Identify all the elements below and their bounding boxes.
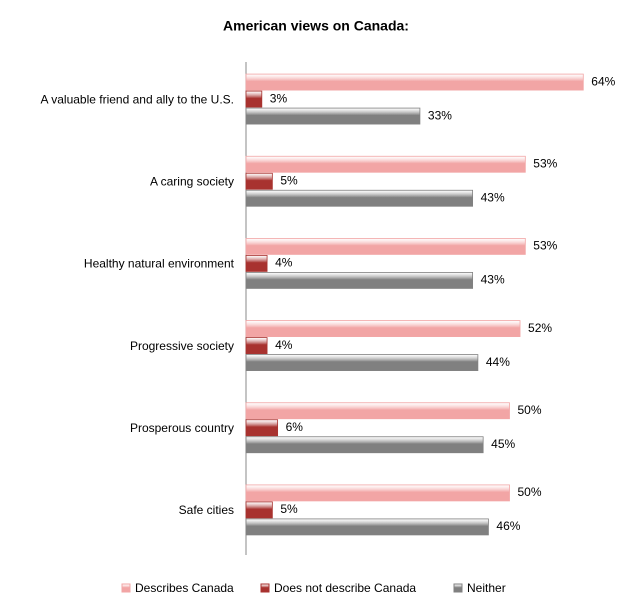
value-label: 4% — [275, 256, 293, 270]
bar — [245, 337, 268, 354]
legend-label: Does not describe Canada — [274, 581, 416, 595]
bar — [245, 172, 273, 190]
bar — [245, 402, 510, 420]
bar — [245, 90, 263, 108]
value-label: 4% — [275, 338, 293, 352]
value-label: 5% — [280, 502, 298, 516]
legend-swatch — [453, 583, 463, 593]
category-label: A caring society — [150, 174, 234, 188]
bar — [245, 107, 421, 125]
value-label: 50% — [518, 403, 542, 417]
value-label: 46% — [496, 519, 520, 533]
bar — [245, 501, 273, 519]
bar — [245, 73, 584, 91]
bar — [245, 419, 279, 437]
bar — [245, 189, 474, 207]
chart-title: American views on Canada: — [223, 18, 409, 34]
value-label: 3% — [270, 91, 288, 105]
category-label: Progressive society — [130, 339, 234, 353]
value-label: 43% — [481, 273, 505, 287]
legend-label: Neither — [467, 581, 506, 595]
value-label: 64% — [591, 74, 615, 88]
bar — [245, 238, 526, 255]
bar — [245, 354, 479, 371]
value-label: 53% — [533, 239, 557, 253]
value-label: 43% — [481, 190, 505, 204]
category-label: Prosperous country — [130, 421, 234, 435]
value-label: 53% — [533, 156, 557, 170]
value-label: 52% — [528, 321, 552, 335]
category-label: Healthy natural environment — [84, 257, 235, 271]
value-label: 44% — [486, 355, 510, 369]
bar — [245, 484, 510, 502]
legend-swatch — [260, 583, 270, 593]
bar — [245, 320, 521, 337]
value-label: 6% — [286, 420, 304, 434]
category-label: A valuable friend and ally to the U.S. — [41, 92, 234, 106]
legend-swatch — [121, 583, 131, 593]
bar — [245, 518, 489, 536]
bar — [245, 436, 484, 454]
value-label: 5% — [280, 173, 298, 187]
value-label: 50% — [518, 485, 542, 499]
legend-label: Describes Canada — [135, 581, 234, 595]
category-label: Safe cities — [179, 503, 234, 517]
value-label: 45% — [491, 437, 515, 451]
bar — [245, 255, 268, 272]
bar — [245, 272, 474, 289]
bar — [245, 155, 526, 173]
value-label: 33% — [428, 108, 452, 122]
